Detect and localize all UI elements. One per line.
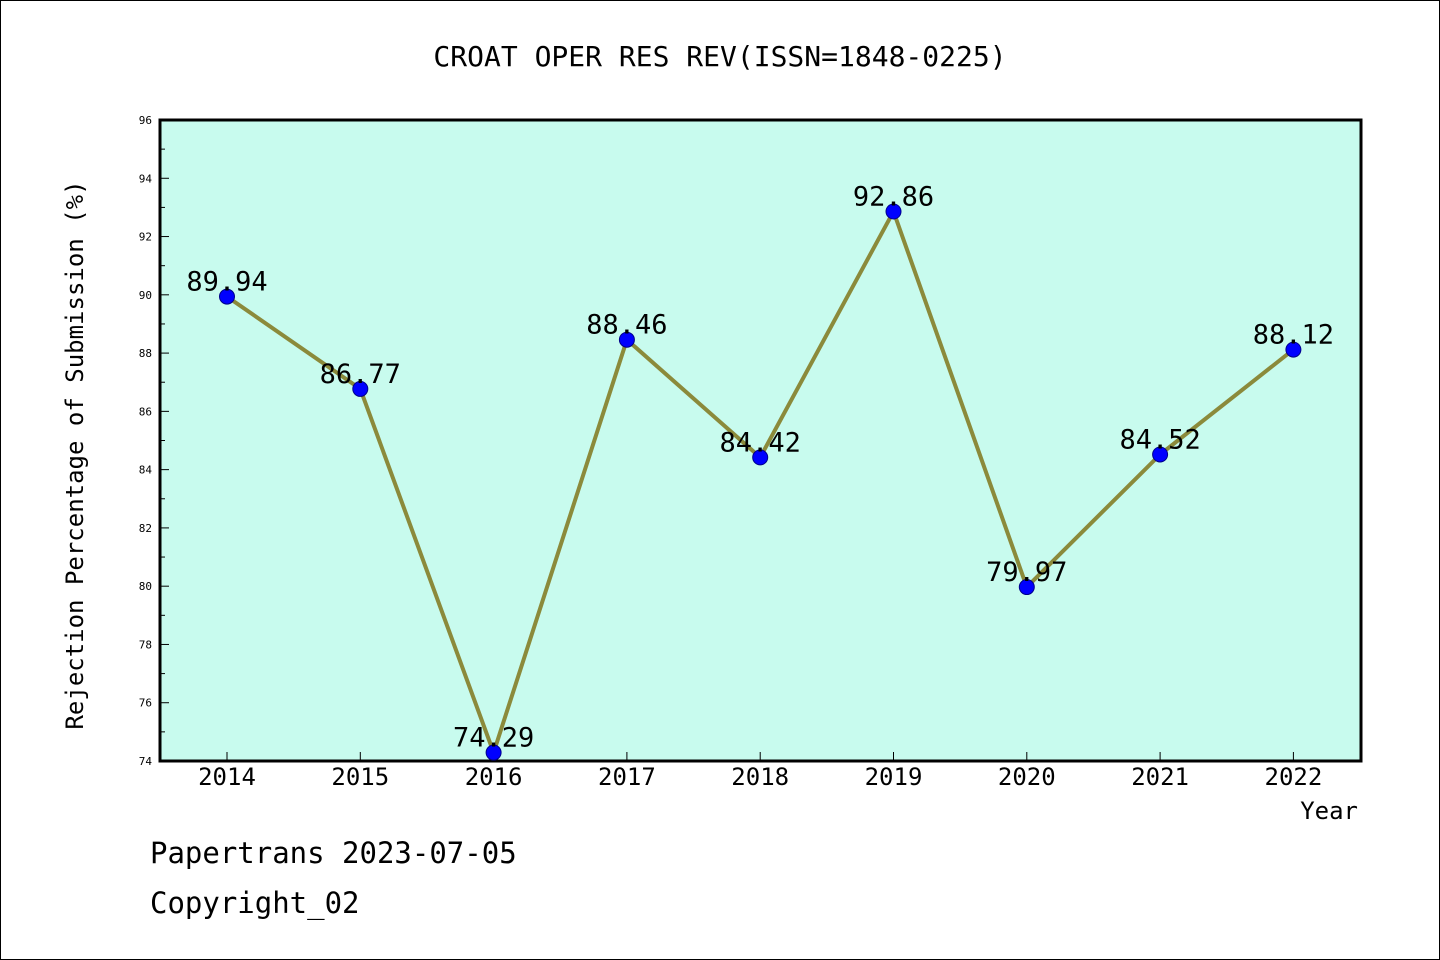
x-tick-label: 2019: [865, 763, 923, 791]
chart-title: CROAT OPER RES REV(ISSN=1848-0225): [433, 40, 1006, 73]
y-tick-label: 82: [139, 522, 152, 535]
y-axis: 74 76 78 80 82 84 86 88 90 92 94 96: [139, 114, 169, 768]
source-note: Papertrans 2023-07-05: [150, 836, 517, 870]
data-point-marker: [618, 331, 635, 348]
y-tick-label: 74: [139, 755, 153, 768]
y-axis-title: Rejection Percentage of Submission (%): [61, 180, 89, 729]
plot-area: [158, 118, 1363, 763]
data-point-marker: [885, 203, 902, 220]
data-value-label: 84.52: [1119, 424, 1200, 455]
y-tick-label: 96: [139, 114, 152, 127]
x-tick-label: 2016: [465, 763, 523, 791]
data-point-marker: [752, 449, 769, 466]
x-tick-label: 2018: [731, 763, 789, 791]
y-tick-label: 90: [139, 289, 152, 302]
y-tick-label: 94: [139, 172, 153, 185]
data-point-marker: [1018, 579, 1035, 596]
y-tick-label: 92: [139, 231, 152, 244]
data-point-marker: [485, 744, 502, 761]
y-tick-label: 84: [139, 464, 153, 477]
data-value-label: 92.86: [853, 181, 934, 212]
x-tick-label: 2020: [998, 763, 1056, 791]
data-point-marker: [1152, 446, 1169, 463]
data-value-label: 89.94: [186, 267, 267, 298]
x-tick-label: 2022: [1265, 763, 1323, 791]
x-axis-title: Year: [1300, 797, 1358, 825]
y-tick-label: 80: [139, 580, 152, 593]
copyright-note: Copyright_02: [150, 886, 360, 920]
y-tick-label: 88: [139, 347, 152, 360]
data-value-label: 79.97: [986, 557, 1067, 588]
data-value-label: 88.12: [1253, 320, 1334, 351]
x-tick-label: 2017: [598, 763, 656, 791]
data-value-label: 84.42: [720, 427, 801, 458]
x-tick-label: 2015: [331, 763, 389, 791]
data-point-marker: [1285, 341, 1302, 358]
data-labels: 89.94 86.77 74.29 88.46 84.42 92.86 79.97 84.52…: [186, 181, 1334, 753]
data-point-marker: [352, 380, 369, 397]
y-tick-label: 78: [139, 638, 152, 651]
y-tick-label: 76: [139, 697, 152, 710]
x-axis: 2014 2015 2016 2017 2018 2019 2020 2021 2022: [198, 752, 1322, 791]
data-point-marker: [219, 288, 235, 305]
x-tick-label: 2014: [198, 763, 256, 791]
y-tick-label: 86: [139, 405, 152, 418]
x-tick-label: 2021: [1131, 763, 1189, 791]
data-value-label: 88.46: [586, 310, 667, 341]
data-value-label: 74.29: [453, 723, 534, 754]
series-markers: [219, 203, 1302, 761]
data-value-label: 86.77: [320, 359, 401, 390]
